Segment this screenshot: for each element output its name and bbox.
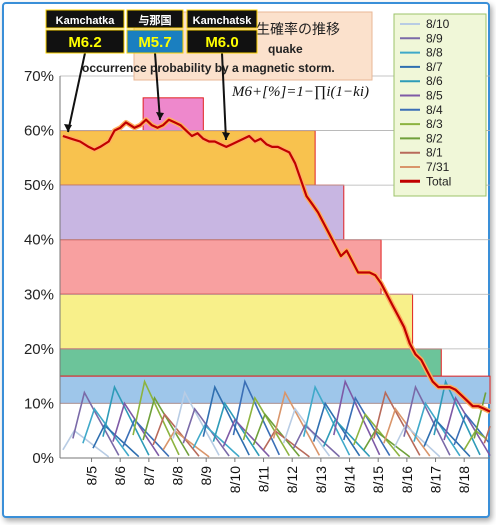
legend-label: 8/2 — [426, 131, 443, 145]
legend-label: 8/6 — [426, 74, 443, 88]
daily-series-lines — [62, 379, 491, 458]
callout-arrow-head — [222, 132, 230, 140]
callout-location: 与那国 — [139, 14, 172, 27]
daily-series-line — [373, 390, 421, 456]
callout-arrow-line — [154, 52, 161, 121]
x-tick-label: 8/18 — [456, 466, 472, 493]
total-series-line — [62, 118, 491, 413]
daily-series-line — [232, 379, 281, 456]
legend-label: 8/7 — [426, 60, 443, 74]
x-tick-label: 8/13 — [313, 466, 329, 493]
callout-location: Kamchatka — [56, 15, 116, 27]
total-series — [62, 117, 492, 414]
callout-arrow-head — [64, 124, 72, 132]
daily-series-line — [302, 384, 351, 456]
daily-series-line — [473, 392, 487, 439]
legend-label: 8/9 — [426, 31, 443, 45]
daily-series-line — [202, 384, 250, 456]
legend-label: 7/31 — [426, 160, 450, 174]
legend-label: Total — [426, 174, 451, 188]
daily-series-line — [483, 425, 491, 444]
daily-series-line — [453, 412, 490, 446]
band-4 — [59, 293, 414, 350]
x-tick-label: 8/5 — [84, 466, 100, 486]
axes: 0%10%20%30%40%50%60%70%8/5 8/6 8/7 8/8 8/9 8/… — [24, 68, 490, 493]
x-tick-label: 8/8 — [170, 466, 186, 486]
y-tick-label: 20% — [24, 341, 54, 358]
callout-magnitude: M6.2 — [68, 34, 101, 51]
title-line-1: 生確率の推移 — [256, 21, 340, 37]
callout-magnitude: M6.0 — [205, 34, 238, 51]
x-tick-label: 8/15 — [370, 466, 386, 493]
band-6 — [59, 375, 491, 404]
legend-label: 8/10 — [426, 17, 450, 31]
legend-label: 8/5 — [426, 89, 443, 103]
daily-series-line — [192, 424, 240, 458]
x-tick-label: 8/7 — [141, 466, 157, 486]
y-tick-label: 50% — [24, 177, 54, 194]
callout-magnitude-box — [186, 29, 258, 54]
band-3 — [59, 239, 382, 295]
callout-arrow-line — [221, 52, 227, 141]
callout-arrow-line — [67, 52, 86, 133]
band-2 — [59, 184, 345, 241]
legend-label: 8/1 — [426, 146, 443, 160]
callout-magnitude-box — [126, 29, 184, 54]
band-1 — [59, 130, 316, 186]
x-tick-label: 8/9 — [198, 466, 214, 486]
callout-top-box — [186, 9, 258, 29]
daily-series-line — [172, 390, 220, 456]
legend-label: 8/3 — [426, 117, 443, 131]
y-tick-label: 30% — [24, 286, 54, 303]
daily-series-line — [433, 379, 481, 456]
y-tick-label: 40% — [24, 232, 54, 249]
legend-box — [393, 13, 487, 197]
daily-series-line — [62, 429, 110, 458]
y-tick-label: 70% — [24, 68, 54, 85]
daily-series-line — [92, 424, 140, 458]
x-tick-label: 8/6 — [112, 466, 128, 486]
callout-location: Kamchatsk — [193, 15, 253, 27]
legend-label: 8/4 — [426, 103, 443, 117]
daily-series-line — [393, 424, 441, 458]
callout-magnitude: M5.7 — [138, 34, 171, 51]
probability-bands — [59, 97, 491, 404]
x-tick-label: 8/10 — [227, 466, 243, 493]
daily-series-line — [292, 423, 341, 458]
daily-series-line — [403, 384, 451, 456]
x-tick-label: 8/11 — [256, 466, 272, 492]
daily-series-line — [102, 384, 150, 456]
daily-series-line — [72, 390, 120, 456]
callout-top-box — [45, 9, 125, 29]
formula-text: M6+[%]=1−∏i(1−ki) — [231, 84, 369, 100]
y-tick-label: 60% — [24, 123, 54, 140]
x-tick-label: 8/17 — [428, 466, 444, 493]
daily-series-line — [272, 390, 321, 456]
x-tick-label: 8/14 — [342, 466, 358, 493]
daily-series-line — [162, 429, 210, 458]
title-line-3: occurrence probability by a magnetic sto… — [82, 61, 335, 75]
earthquake-callouts: Kamchatka M6.2 与那国 M5.7 Kamchatsk M6.0 — [45, 9, 258, 141]
band-5 — [59, 348, 442, 377]
x-tick-label: 8/16 — [399, 466, 415, 493]
y-tick-label: 0% — [32, 450, 54, 467]
callout-top-box — [126, 9, 184, 29]
daily-series-line — [333, 379, 381, 456]
legend-label: 8/8 — [426, 46, 443, 60]
daily-series-line — [132, 379, 180, 456]
x-tick-label: 8/12 — [284, 466, 300, 493]
y-tick-label: 10% — [24, 395, 54, 412]
title-line-2: quake — [268, 42, 303, 56]
callout-arrow-head — [156, 112, 164, 120]
callout-magnitude-box — [45, 29, 125, 54]
daily-series-line — [363, 429, 411, 458]
daily-series-line — [262, 429, 310, 458]
